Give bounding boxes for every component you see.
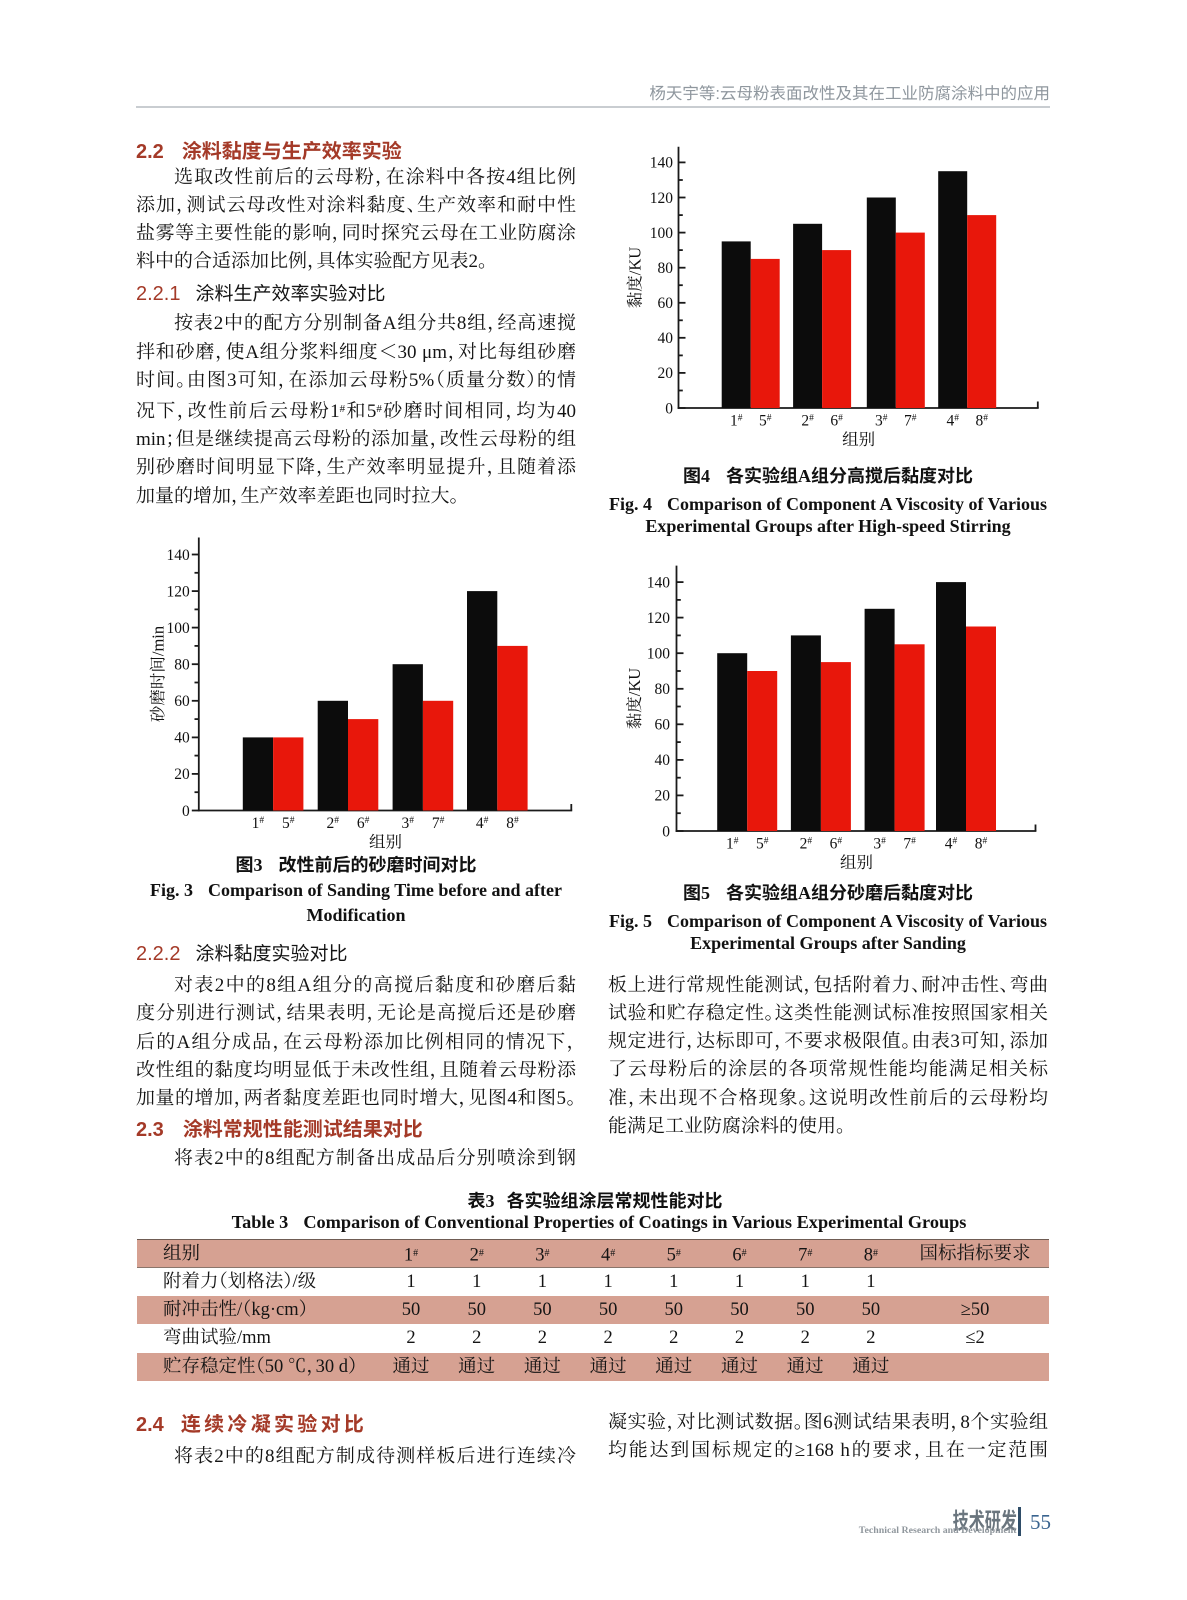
svg-text:5#: 5# <box>759 413 772 430</box>
svg-text:40: 40 <box>658 330 674 347</box>
svg-text:5#: 5# <box>282 815 295 832</box>
svg-text:40: 40 <box>655 752 671 769</box>
svg-text:60: 60 <box>655 717 671 734</box>
svg-text:140: 140 <box>167 547 191 564</box>
svg-text:20: 20 <box>174 766 190 783</box>
svg-text:100: 100 <box>647 646 671 663</box>
svg-text:1#: 1# <box>730 413 743 430</box>
svg-text:5#: 5# <box>756 836 769 853</box>
svg-text:8#: 8# <box>506 815 519 832</box>
svg-text:组别: 组别 <box>840 853 873 872</box>
svg-text:80: 80 <box>658 260 674 277</box>
svg-text:黏度/KU: 黏度/KU <box>626 247 645 309</box>
svg-text:120: 120 <box>650 190 674 207</box>
svg-text:100: 100 <box>167 620 191 637</box>
svg-text:60: 60 <box>174 693 190 710</box>
svg-text:6#: 6# <box>357 815 370 832</box>
svg-text:7#: 7# <box>903 836 916 853</box>
svg-text:6#: 6# <box>830 413 843 430</box>
svg-text:组别: 组别 <box>369 833 402 852</box>
svg-text:1#: 1# <box>252 815 265 832</box>
svg-text:40: 40 <box>174 730 190 747</box>
svg-text:80: 80 <box>655 681 671 698</box>
svg-text:8#: 8# <box>975 413 988 430</box>
svg-text:0: 0 <box>665 400 673 417</box>
svg-text:0: 0 <box>182 803 190 820</box>
svg-text:140: 140 <box>647 574 671 591</box>
svg-text:100: 100 <box>650 225 674 242</box>
svg-text:1#: 1# <box>726 836 739 853</box>
svg-text:2#: 2# <box>801 413 814 430</box>
svg-text:4#: 4# <box>946 413 959 430</box>
svg-text:140: 140 <box>650 155 674 172</box>
svg-text:砂磨时间/min: 砂磨时间/min <box>149 626 168 722</box>
svg-text:120: 120 <box>167 583 191 600</box>
svg-text:2#: 2# <box>800 836 813 853</box>
svg-text:组别: 组别 <box>842 430 875 449</box>
svg-text:3#: 3# <box>402 815 415 832</box>
svg-text:20: 20 <box>658 365 674 382</box>
svg-text:80: 80 <box>174 657 190 674</box>
svg-text:20: 20 <box>655 788 671 805</box>
svg-text:60: 60 <box>658 295 674 312</box>
svg-text:4#: 4# <box>945 836 958 853</box>
svg-text:2#: 2# <box>327 815 340 832</box>
svg-text:7#: 7# <box>432 815 445 832</box>
svg-text:3#: 3# <box>875 413 888 430</box>
svg-text:4#: 4# <box>476 815 489 832</box>
svg-text:3#: 3# <box>873 836 886 853</box>
svg-text:黏度/KU: 黏度/KU <box>625 668 644 730</box>
svg-text:0: 0 <box>662 823 670 840</box>
svg-text:120: 120 <box>647 610 671 627</box>
svg-text:6#: 6# <box>830 836 843 853</box>
svg-text:7#: 7# <box>904 413 917 430</box>
svg-text:8#: 8# <box>975 836 988 853</box>
